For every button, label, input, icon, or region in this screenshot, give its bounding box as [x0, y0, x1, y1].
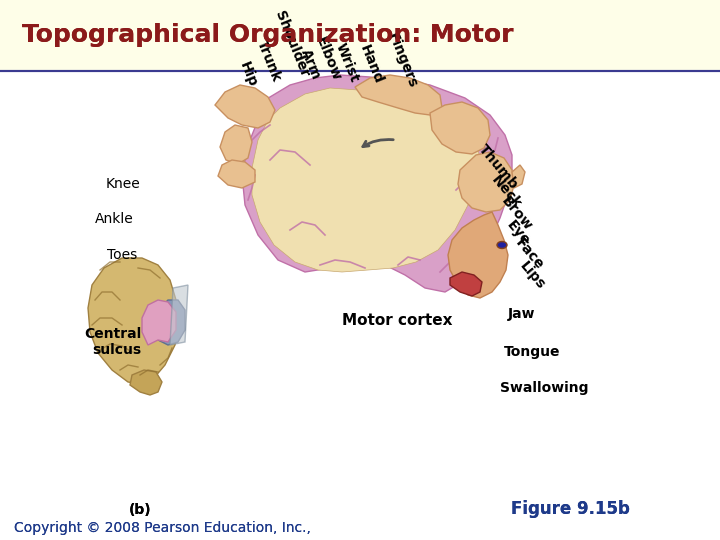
Text: (b): (b) — [129, 503, 152, 517]
Polygon shape — [218, 160, 255, 188]
Text: Tongue: Tongue — [504, 345, 560, 359]
Text: Motor cortex: Motor cortex — [342, 313, 452, 328]
Text: Swallowing: Swallowing — [500, 381, 588, 395]
Text: (b): (b) — [129, 503, 152, 517]
Polygon shape — [215, 85, 275, 128]
Text: Figure 9.15b: Figure 9.15b — [511, 500, 630, 518]
Text: Arm: Arm — [299, 47, 323, 82]
Ellipse shape — [497, 241, 507, 248]
Text: Topographical Organization: Motor: Topographical Organization: Motor — [22, 23, 513, 47]
Polygon shape — [88, 258, 178, 385]
Polygon shape — [155, 300, 185, 345]
Text: Copyright © 2008 Pearson Education, Inc.,: Copyright © 2008 Pearson Education, Inc.… — [14, 521, 311, 535]
Text: Brow: Brow — [498, 193, 535, 233]
Text: Wrist: Wrist — [333, 40, 361, 84]
Polygon shape — [220, 125, 252, 164]
Polygon shape — [242, 75, 512, 292]
Text: Shoulder: Shoulder — [272, 9, 311, 79]
Text: Elbow: Elbow — [313, 35, 343, 83]
Ellipse shape — [498, 243, 505, 247]
Text: Knee: Knee — [106, 177, 140, 191]
Polygon shape — [450, 272, 482, 296]
Polygon shape — [130, 370, 162, 395]
Polygon shape — [458, 152, 514, 212]
Polygon shape — [355, 75, 442, 115]
Text: Topographical Organization: Motor: Topographical Organization: Motor — [22, 23, 513, 47]
Text: Ankle: Ankle — [94, 212, 133, 226]
Text: Lips: Lips — [517, 259, 548, 292]
Text: Hand: Hand — [356, 43, 385, 86]
Polygon shape — [430, 102, 490, 154]
Bar — [0, 71, 720, 540]
Polygon shape — [170, 285, 188, 345]
Text: Eye: Eye — [504, 218, 533, 248]
Text: Face: Face — [513, 235, 546, 272]
Polygon shape — [142, 300, 176, 345]
Text: Trunk: Trunk — [254, 38, 283, 84]
Text: Hip: Hip — [237, 60, 260, 90]
Polygon shape — [448, 212, 508, 298]
Text: Thumb: Thumb — [475, 143, 521, 192]
Text: Central
sulcus: Central sulcus — [84, 327, 142, 357]
Text: Figure 9.15b: Figure 9.15b — [511, 500, 630, 518]
Polygon shape — [252, 88, 480, 272]
Text: Fingers: Fingers — [384, 31, 419, 91]
Text: Jaw: Jaw — [508, 307, 535, 321]
Text: Toes: Toes — [107, 248, 137, 262]
Text: Neck: Neck — [488, 173, 523, 212]
Text: Copyright © 2008 Pearson Education, Inc.,: Copyright © 2008 Pearson Education, Inc.… — [14, 521, 311, 535]
Polygon shape — [512, 165, 525, 188]
